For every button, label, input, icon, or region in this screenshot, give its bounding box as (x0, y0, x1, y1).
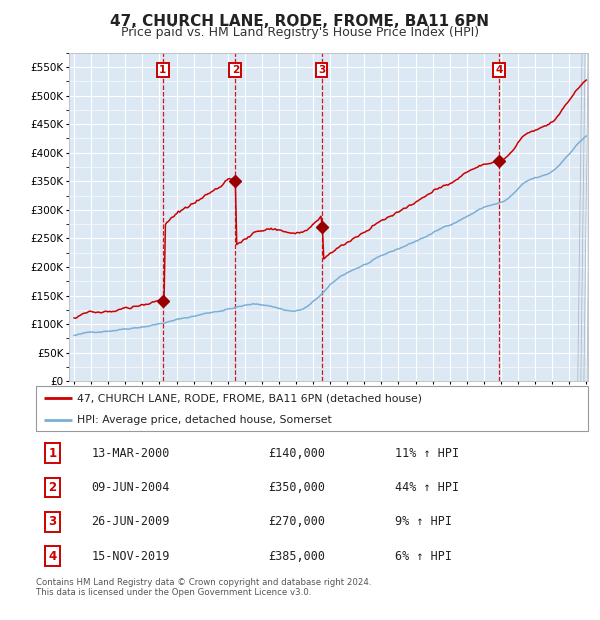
Text: 3: 3 (318, 65, 325, 75)
Text: Contains HM Land Registry data © Crown copyright and database right 2024.
This d: Contains HM Land Registry data © Crown c… (36, 578, 371, 597)
Text: 44% ↑ HPI: 44% ↑ HPI (395, 481, 459, 494)
Text: £270,000: £270,000 (268, 515, 325, 528)
Text: 13-MAR-2000: 13-MAR-2000 (91, 446, 170, 459)
Text: 3: 3 (49, 515, 56, 528)
Text: 47, CHURCH LANE, RODE, FROME, BA11 6PN: 47, CHURCH LANE, RODE, FROME, BA11 6PN (110, 14, 490, 29)
Text: 2: 2 (232, 65, 239, 75)
Text: 9% ↑ HPI: 9% ↑ HPI (395, 515, 452, 528)
Text: 4: 4 (49, 550, 56, 563)
Text: 15-NOV-2019: 15-NOV-2019 (91, 550, 170, 563)
Text: £140,000: £140,000 (268, 446, 325, 459)
Text: 1: 1 (49, 446, 56, 459)
Text: 2: 2 (49, 481, 56, 494)
Text: HPI: Average price, detached house, Somerset: HPI: Average price, detached house, Some… (77, 415, 332, 425)
Text: 11% ↑ HPI: 11% ↑ HPI (395, 446, 459, 459)
Text: Price paid vs. HM Land Registry's House Price Index (HPI): Price paid vs. HM Land Registry's House … (121, 26, 479, 39)
Text: 09-JUN-2004: 09-JUN-2004 (91, 481, 170, 494)
Text: £350,000: £350,000 (268, 481, 325, 494)
Text: 47, CHURCH LANE, RODE, FROME, BA11 6PN (detached house): 47, CHURCH LANE, RODE, FROME, BA11 6PN (… (77, 393, 422, 404)
Text: 4: 4 (495, 65, 503, 75)
Text: 6% ↑ HPI: 6% ↑ HPI (395, 550, 452, 563)
Text: 1: 1 (159, 65, 167, 75)
FancyBboxPatch shape (36, 386, 588, 431)
Text: £385,000: £385,000 (268, 550, 325, 563)
Text: 26-JUN-2009: 26-JUN-2009 (91, 515, 170, 528)
